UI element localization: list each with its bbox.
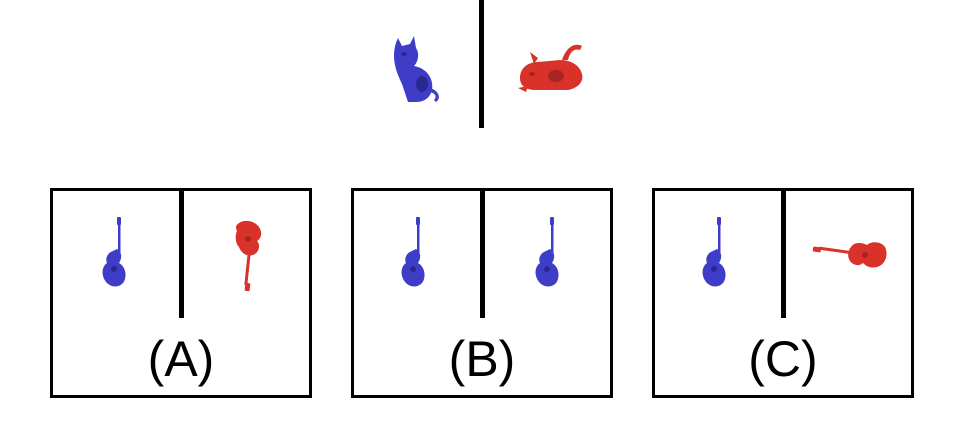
option-c-divider (781, 191, 786, 318)
prompt-divider (479, 0, 484, 128)
option-a-label: (A) (147, 331, 215, 387)
option-a-left-guitar-icon (99, 213, 133, 289)
option-b[interactable]: (B) (351, 188, 613, 398)
prompt-left-cat-icon (386, 32, 446, 104)
option-a-divider (179, 191, 184, 318)
option-a[interactable]: (A) (50, 188, 312, 398)
option-b-label: (B) (448, 331, 516, 387)
option-b-right-guitar-icon (532, 213, 566, 289)
prompt-pair (380, 0, 600, 130)
option-b-divider (480, 191, 485, 318)
option-c-right-guitar-icon (811, 237, 889, 273)
option-c[interactable]: (C) (652, 188, 914, 398)
option-b-left-guitar-icon (398, 213, 432, 289)
prompt-right-cat-icon (516, 38, 588, 96)
option-c-label: (C) (748, 331, 818, 387)
option-a-right-guitar-icon (231, 217, 267, 295)
option-c-left-guitar-icon (699, 213, 733, 289)
